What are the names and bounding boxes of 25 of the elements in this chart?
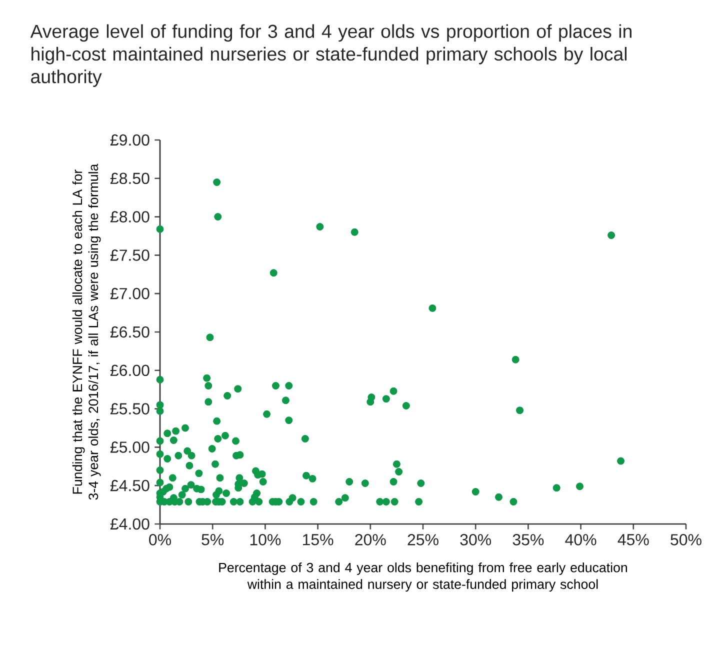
x-tick-label: 25% bbox=[408, 534, 438, 546]
y-tick-label: £4.50 bbox=[110, 480, 150, 492]
y-tick-label: £8.50 bbox=[110, 172, 150, 184]
x-tick-label: 0% bbox=[149, 534, 171, 546]
x-tick-label: 20% bbox=[355, 534, 386, 546]
x-tick-label: 45% bbox=[618, 534, 649, 546]
y-tick-label: £5.50 bbox=[110, 403, 150, 414]
x-tick-label: 5% bbox=[202, 534, 224, 546]
y-tick-label: £6.00 bbox=[110, 364, 150, 376]
y-tick-label: £6.50 bbox=[110, 326, 150, 338]
y-tick-label: £9.00 bbox=[110, 134, 150, 146]
y-tick-label: £5.00 bbox=[110, 442, 150, 453]
x-tick-label: 15% bbox=[303, 534, 334, 546]
x-tick-label: 35% bbox=[512, 534, 544, 546]
y-axis-title: Funding that the EYNFF would allocate to each LA for 3-4 year olds, 2016/17, if all LAs were using the formula bbox=[72, 164, 101, 500]
y-tick-label: £7.50 bbox=[110, 250, 150, 261]
x-tick-label: 40% bbox=[565, 534, 596, 546]
y-tick-label: £7.00 bbox=[110, 288, 150, 300]
x-tick-label: 30% bbox=[460, 534, 492, 546]
y-tick-label: £4.00 bbox=[110, 518, 150, 530]
chart-title: Average level of funding for 3 and 4 year olds vs proportion of places in high-cost maintained nurseries or state-funded primary schools by local authority bbox=[30, 24, 632, 87]
x-tick-label: 10% bbox=[250, 534, 281, 546]
y-tick-label: £8.00 bbox=[110, 211, 150, 222]
x-tick-label: 50% bbox=[670, 534, 702, 546]
x-axis-title: Percentage of 3 and 4 year olds benefiting from free early education within a maintained nursery or state-funded primary school bbox=[219, 562, 627, 592]
